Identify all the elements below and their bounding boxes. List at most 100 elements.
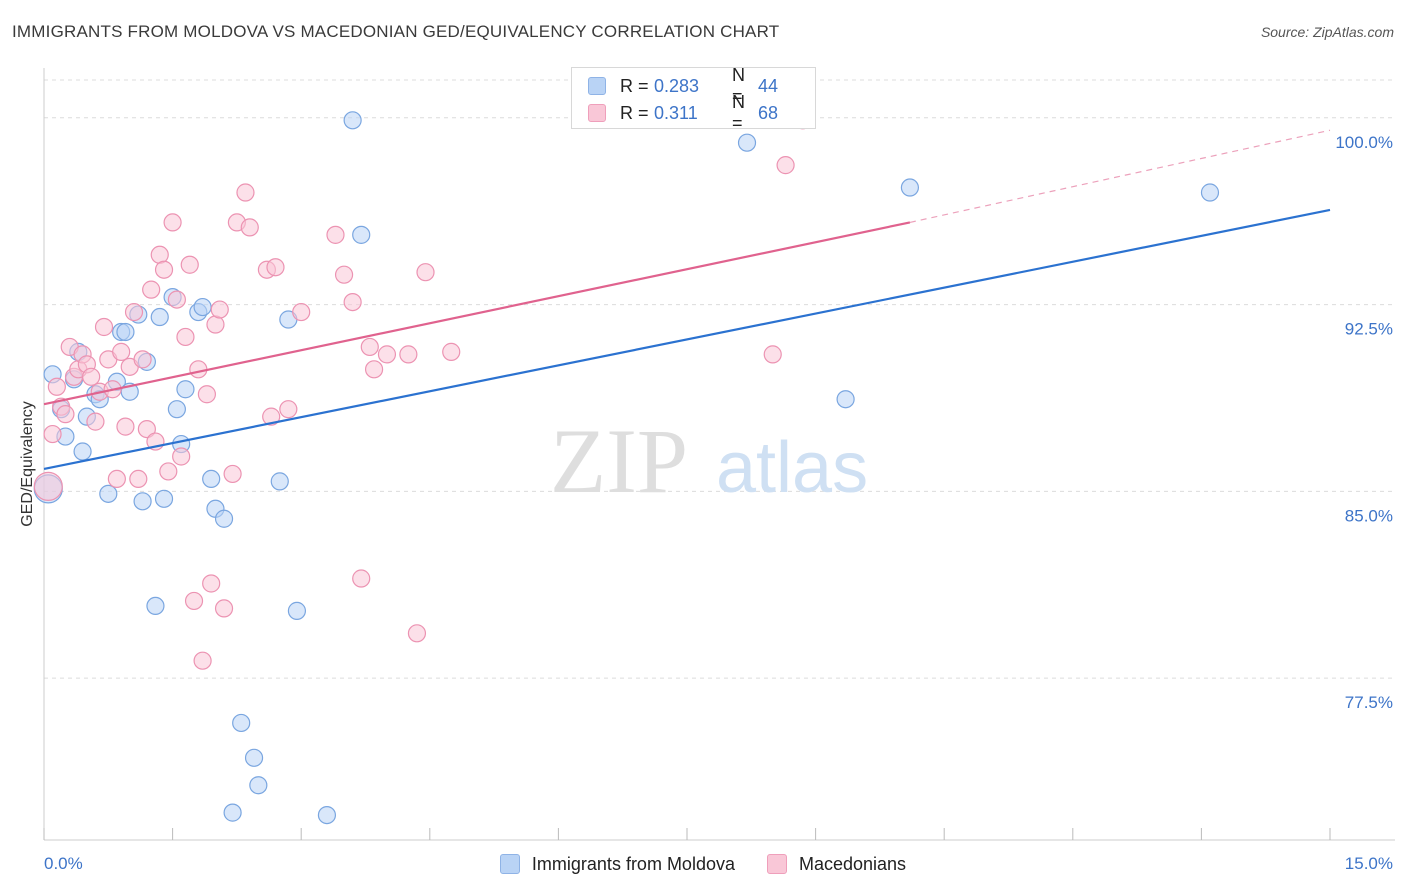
x-ticks [43,828,1331,840]
moldova-point [287,601,307,620]
macedonian-point [129,469,148,489]
macedonian-point [236,183,255,202]
watermark: ZIP atlas [550,410,868,512]
moldova-point [1200,183,1220,202]
macedonian-point [197,385,216,404]
watermark-atlas: atlas [716,428,868,508]
macedonian-point [184,591,204,611]
moldova-point [154,489,174,508]
stats-legend: R = 0.283 N = 44 R = 0.311 N = 68 [571,65,816,133]
macedonian-point [189,360,208,379]
moldova-point [150,307,169,327]
macedonian-point [47,377,66,396]
macedonian-trend-line-extension [909,129,1331,223]
r-label: R = [620,102,649,123]
macedonian-point [364,360,384,379]
x-tick-label-max: 15.0% [1345,854,1393,873]
macedonian-point [399,345,418,364]
r-label: R = [620,75,649,96]
macedonian-point [82,367,101,386]
trend-lines [43,129,1331,471]
macedonian-point [124,302,144,322]
moldova-point [223,803,242,822]
macedonians-swatch [588,104,606,122]
moldova-trend-line [43,208,1331,471]
macedonian-point [107,469,126,489]
moldova-point [244,748,264,767]
stats-row-moldova: R = 0.283 N = 44 [588,65,779,106]
moldova-point [317,805,337,825]
macedonian-point [43,424,62,444]
macedonian-point [326,225,345,244]
macedonian-point [193,651,212,670]
legend-label-macedonians: Macedonians [798,853,907,874]
macedonian-point [176,327,195,347]
axis-labels: 0.0% 15.0% GED/Equivalency 77.5% 85.0% 92.… [19,133,1393,873]
moldova-point [116,322,135,342]
watermark-zip: ZIP [550,410,688,512]
y-tick-label: 85.0% [1345,506,1393,525]
data-points [33,111,1220,825]
macedonian-trend-line [43,221,911,406]
moldova-point [900,178,920,197]
macedonian-point [206,315,225,334]
legend-item-macedonians[interactable]: Macedonians [766,853,907,875]
n-label: N = [732,92,745,133]
moldova-point [270,472,289,491]
moldova-point [343,111,362,130]
gridlines [44,79,1395,679]
chart-source: Source: ZipAtlas.com [1260,24,1394,40]
legend-item-moldova[interactable]: Immigrants from Moldova [499,853,735,875]
moldova-point [249,776,268,795]
macedonian-point [442,342,461,361]
macedonian-point [279,400,298,419]
moldova-point [146,596,165,616]
r-value: 0.311 [654,102,698,123]
macedonian-point [163,213,182,232]
macedonian-point [334,265,354,284]
n-value: 44 [758,75,779,96]
moldova-point [232,713,251,733]
macedonian-point [776,156,795,175]
n-label: N = [732,65,745,106]
moldova-point [176,380,195,399]
macedonian-point [240,218,259,237]
macedonian-point [202,574,221,593]
moldova-point [133,492,152,511]
macedonian-point [172,447,191,466]
macedonian-point [150,245,169,264]
moldova-point [202,469,221,489]
macedonian-point [86,412,105,431]
macedonian-point [352,569,371,588]
moldova-point [214,509,234,528]
macedonian-point [763,345,782,364]
moldova-point [99,484,118,503]
moldova-point [193,297,212,317]
stats-row-macedonians: R = 0.311 N = 68 [588,92,779,133]
macedonian-point [360,337,379,357]
macedonian-point [154,260,174,279]
macedonian-point [262,407,281,426]
moldova-point [836,390,855,409]
y-tick-label: 100.0% [1335,133,1393,152]
moldova-swatch [588,77,606,95]
series-legend: Immigrants from Moldova Macedonians [0,850,1406,878]
macedonian-point [210,300,229,319]
legend-label-moldova: Immigrants from Moldova [531,853,735,874]
macedonian-point [112,342,131,361]
y-tick-label: 77.5% [1345,693,1393,712]
macedonian-point [33,471,63,501]
moldova-point [167,400,186,419]
chart-title: IMMIGRANTS FROM MOLDOVA VS MACEDONIAN GE… [12,22,780,41]
n-value: 68 [758,102,779,123]
macedonian-point [133,350,152,369]
x-tick-label-min: 0.0% [44,854,83,873]
macedonian-point [116,417,135,436]
macedonian-point [292,302,311,322]
macedonian-point [56,405,75,424]
y-tick-label: 92.5% [1345,320,1393,339]
macedonian-point [223,464,242,484]
macedonian-point [180,255,199,274]
y-axis-title: GED/Equivalency [19,401,36,526]
